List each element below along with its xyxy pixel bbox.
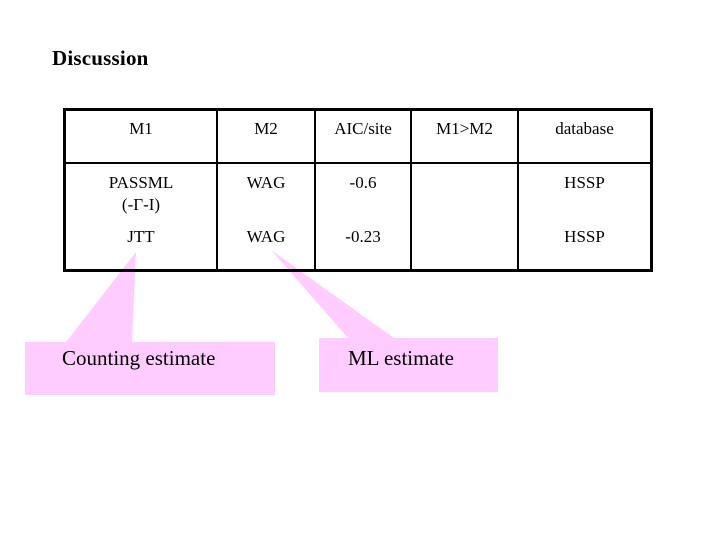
header-m1-gt-m2: M1>M2 [436, 119, 493, 138]
row2-m2: WAG [246, 227, 286, 246]
column-divider [216, 111, 218, 269]
column-divider [410, 111, 412, 269]
row1-aic-site: -0.6 [349, 173, 377, 192]
row2-m1: JTT [127, 227, 155, 246]
ml-estimate-callout-shape [271, 250, 498, 392]
row1-m1-line1: PASSML [108, 173, 174, 192]
row2-aic-site: -0.23 [345, 227, 381, 246]
slide-title: Discussion [52, 46, 149, 70]
column-divider [314, 111, 316, 269]
header-aic-site: AIC/site [334, 119, 392, 138]
header-divider [66, 162, 650, 164]
header-m2: M2 [254, 119, 278, 138]
column-divider [517, 111, 519, 269]
row1-database: HSSP [564, 173, 605, 192]
row1-m2: WAG [246, 173, 286, 192]
row1-m1-line2: (-Γ-I) [121, 195, 161, 214]
comparison-table: M1 M2 AIC/site M1>M2 database PASSML (-Γ… [63, 108, 653, 272]
ml-estimate-label: ML estimate [348, 346, 454, 370]
row2-database: HSSP [564, 227, 605, 246]
header-database: database [555, 119, 614, 138]
counting-estimate-callout-shape [25, 252, 275, 395]
counting-estimate-label: Counting estimate [62, 346, 216, 370]
header-m1: M1 [129, 119, 153, 138]
